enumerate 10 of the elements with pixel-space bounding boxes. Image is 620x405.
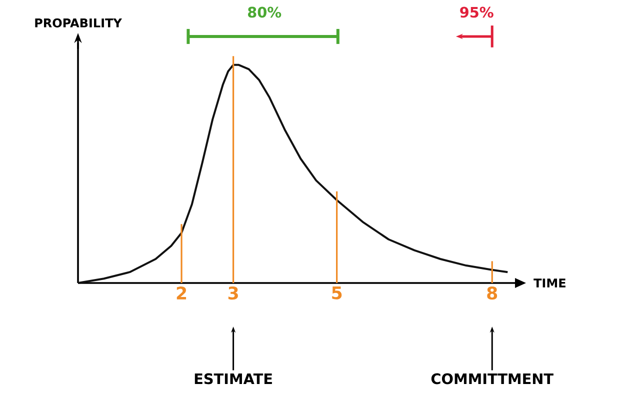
- y-axis-title: PROPABILITY: [35, 18, 122, 28]
- text: 95%: [460, 6, 494, 18]
- x-axis-title: TIME: [534, 278, 566, 288]
- x-tick-label: 3: [228, 286, 238, 300]
- x-tick-label: 5: [332, 286, 342, 300]
- x-tick-label: 8: [487, 286, 498, 300]
- text: ESTIMATE: [194, 373, 272, 384]
- x-tick-label: 2: [176, 286, 186, 300]
- text: 80%: [248, 6, 282, 18]
- text: COMMITTMENT: [431, 373, 554, 384]
